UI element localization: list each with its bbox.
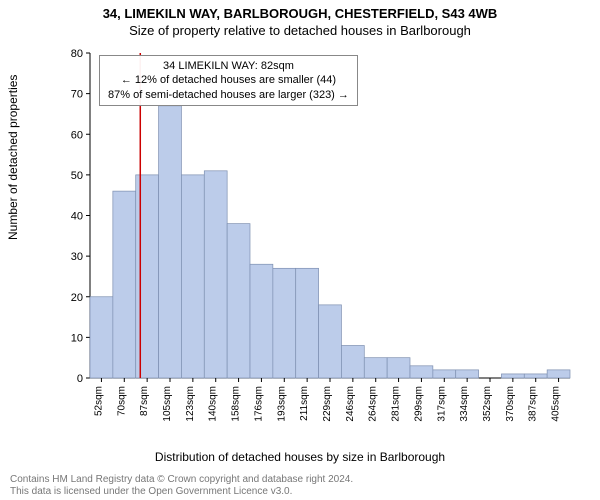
- y-axis-label: Number of detached properties: [6, 75, 20, 240]
- svg-text:30: 30: [71, 251, 83, 263]
- svg-text:123sqm: 123sqm: [185, 386, 196, 422]
- info-box-line1: 34 LIMEKILN WAY: 82sqm: [108, 59, 349, 73]
- svg-text:193sqm: 193sqm: [276, 386, 287, 422]
- svg-text:50: 50: [71, 170, 83, 182]
- svg-text:10: 10: [71, 332, 83, 344]
- svg-text:20: 20: [71, 292, 83, 304]
- svg-text:405sqm: 405sqm: [551, 386, 562, 422]
- svg-text:352sqm: 352sqm: [482, 386, 493, 422]
- svg-text:246sqm: 246sqm: [345, 386, 356, 422]
- info-box-line3: 87% of semi-detached houses are larger (…: [108, 88, 349, 102]
- svg-text:0: 0: [77, 373, 83, 385]
- svg-text:211sqm: 211sqm: [299, 386, 310, 421]
- svg-text:87sqm: 87sqm: [139, 386, 150, 416]
- svg-text:105sqm: 105sqm: [162, 386, 173, 422]
- svg-text:370sqm: 370sqm: [505, 386, 516, 422]
- svg-text:299sqm: 299sqm: [413, 386, 424, 422]
- footer-line2: This data is licensed under the Open Gov…: [10, 486, 590, 498]
- svg-text:317sqm: 317sqm: [436, 386, 447, 422]
- svg-text:229sqm: 229sqm: [322, 386, 333, 422]
- svg-text:40: 40: [71, 211, 83, 223]
- svg-text:264sqm: 264sqm: [368, 386, 379, 422]
- info-box: 34 LIMEKILN WAY: 82sqm ← 12% of detached…: [99, 55, 358, 106]
- svg-text:281sqm: 281sqm: [391, 386, 402, 422]
- x-axis-label: Distribution of detached houses by size …: [0, 450, 600, 464]
- svg-text:334sqm: 334sqm: [459, 386, 470, 422]
- svg-text:70sqm: 70sqm: [116, 386, 127, 416]
- svg-text:60: 60: [71, 129, 83, 141]
- svg-text:80: 80: [71, 48, 83, 60]
- svg-text:176sqm: 176sqm: [253, 386, 264, 422]
- svg-text:140sqm: 140sqm: [208, 386, 219, 422]
- svg-text:52sqm: 52sqm: [93, 386, 104, 416]
- chart-container: 34, LIMEKILN WAY, BARLBOROUGH, CHESTERFI…: [0, 0, 600, 500]
- chart-title-line1: 34, LIMEKILN WAY, BARLBOROUGH, CHESTERFI…: [0, 0, 600, 21]
- svg-text:70: 70: [71, 89, 83, 101]
- svg-text:387sqm: 387sqm: [528, 386, 539, 422]
- footer-line1: Contains HM Land Registry data © Crown c…: [10, 474, 590, 486]
- info-box-line2: ← 12% of detached houses are smaller (44…: [108, 73, 349, 87]
- svg-text:158sqm: 158sqm: [231, 386, 242, 422]
- chart-title-line2: Size of property relative to detached ho…: [0, 23, 600, 38]
- chart-footer: Contains HM Land Registry data © Crown c…: [0, 474, 600, 498]
